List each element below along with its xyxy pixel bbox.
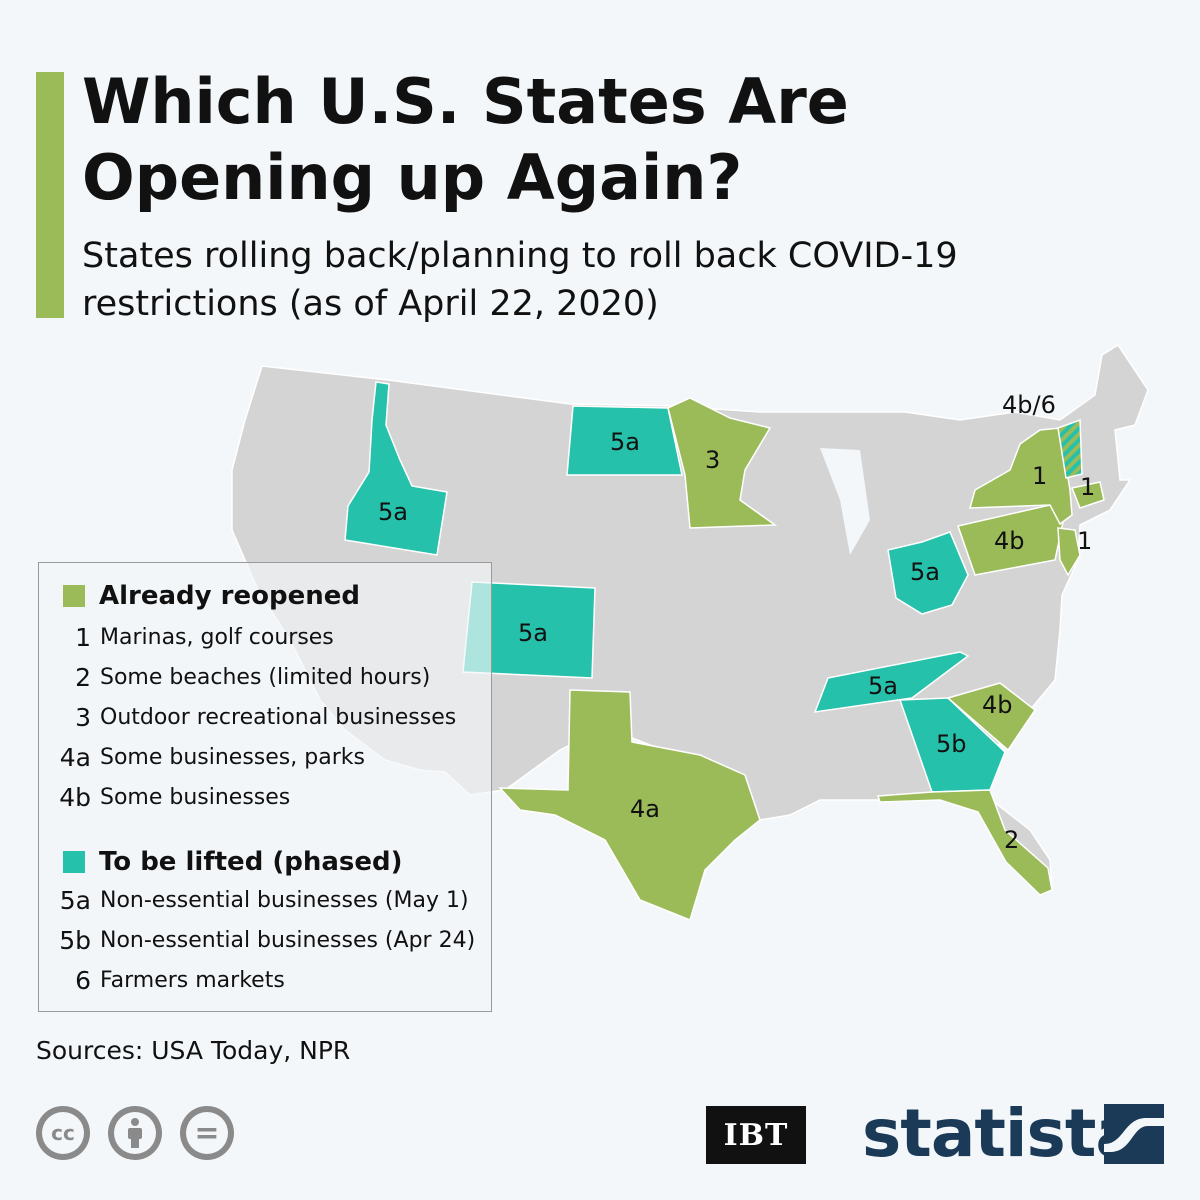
person-icon	[128, 1118, 142, 1148]
map-label-idaho: 5a	[378, 498, 408, 526]
state-tennessee	[813, 651, 970, 713]
map-label-ohio: 5a	[910, 558, 940, 586]
legend-code: 5b	[59, 925, 91, 955]
legend-desc: Non-essential businesses (Apr 24)	[100, 927, 476, 953]
legend-item: 4b Some businesses	[39, 782, 290, 812]
legend-code: 4b	[59, 782, 91, 812]
map-label-georgia: 5b	[936, 730, 967, 758]
map-label-minnesota: 3	[705, 446, 720, 474]
legend-swatch-green	[63, 585, 85, 607]
legend-code: 3	[75, 702, 91, 732]
map-label-vermont: 4b/6	[1002, 391, 1056, 419]
legend-code: 4a	[59, 742, 91, 772]
state-north-dakota	[566, 405, 683, 476]
legend-item: 5a Non-essential businesses (May 1)	[39, 885, 469, 915]
state-minnesota	[667, 397, 778, 529]
state-idaho	[344, 381, 448, 556]
legend-desc: Some beaches (limited hours)	[100, 664, 431, 690]
map-label-new-york: 1	[1032, 462, 1047, 490]
page-title: Which U.S. States Are Opening up Again?	[82, 65, 849, 214]
legend-item: 3 Outdoor recreational businesses	[39, 702, 456, 732]
attribution-icon[interactable]	[108, 1106, 162, 1160]
state-georgia	[898, 697, 1006, 793]
ibt-logo[interactable]: IBT	[706, 1106, 806, 1164]
legend-desc: Marinas, golf courses	[100, 624, 334, 650]
accent-bar	[36, 72, 64, 318]
map-label-colorado: 5a	[518, 619, 548, 647]
map-label-florida: 2	[1004, 826, 1019, 854]
legend-code: 1	[75, 622, 91, 652]
legend-item: 1 Marinas, golf courses	[39, 622, 334, 652]
legend-desc: Some businesses	[100, 784, 291, 810]
map-label-south-carolina: 4b	[982, 691, 1013, 719]
legend-item: 2 Some beaches (limited hours)	[39, 662, 430, 692]
legend-desc: Non-essential businesses (May 1)	[100, 887, 469, 913]
map-label-north-dakota: 5a	[610, 428, 640, 456]
legend-item: 5b Non-essential businesses (Apr 24)	[39, 925, 475, 955]
legend-code: 5a	[59, 885, 91, 915]
legend-desc: Farmers markets	[100, 967, 285, 993]
legend-group-already-reopened: Already reopened	[63, 581, 360, 611]
state-florida	[876, 789, 1053, 896]
legend-group-title: Already reopened	[99, 581, 360, 611]
state-south-carolina	[946, 682, 1037, 752]
state-new-jersey	[1057, 527, 1081, 577]
attribution-figure	[114, 1112, 156, 1154]
creative-commons-icon[interactable]: cc	[36, 1106, 90, 1160]
no-derivatives-icon[interactable]: =	[180, 1106, 234, 1160]
map-label-tennessee: 5a	[868, 672, 898, 700]
legend-desc: Outdoor recreational businesses	[100, 704, 457, 730]
map-label-texas: 4a	[630, 795, 660, 823]
legend: Already reopened 1 Marinas, golf courses…	[38, 562, 492, 1012]
legend-code: 6	[75, 965, 91, 995]
legend-code: 2	[75, 662, 91, 692]
statista-logo[interactable]: statista	[862, 1095, 1140, 1172]
map-label-new-jersey: 1	[1077, 527, 1092, 555]
state-texas	[498, 689, 761, 922]
great-lakes	[820, 448, 870, 555]
legend-swatch-teal	[63, 851, 85, 873]
legend-item: 4a Some businesses, parks	[39, 742, 365, 772]
state-vermont	[1057, 418, 1083, 479]
nd-text: =	[186, 1112, 228, 1154]
state-ohio	[887, 531, 969, 615]
legend-group-to-be-lifted: To be lifted (phased)	[63, 847, 403, 877]
legend-desc: Some businesses, parks	[100, 744, 365, 770]
map-label-pennsylvania: 4b	[994, 527, 1025, 555]
legend-group-title: To be lifted (phased)	[99, 847, 403, 877]
cc-text: cc	[42, 1112, 84, 1154]
statista-mark-icon	[1104, 1104, 1164, 1164]
page-subtitle: States rolling back/planning to roll bac…	[82, 236, 958, 324]
legend-item: 6 Farmers markets	[39, 965, 285, 995]
map-label-connecticut: 1	[1080, 473, 1095, 501]
state-connecticut	[1070, 481, 1105, 509]
sources-note: Sources: USA Today, NPR	[36, 1036, 351, 1065]
